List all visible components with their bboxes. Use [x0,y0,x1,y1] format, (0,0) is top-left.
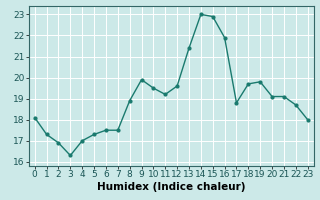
X-axis label: Humidex (Indice chaleur): Humidex (Indice chaleur) [97,182,245,192]
